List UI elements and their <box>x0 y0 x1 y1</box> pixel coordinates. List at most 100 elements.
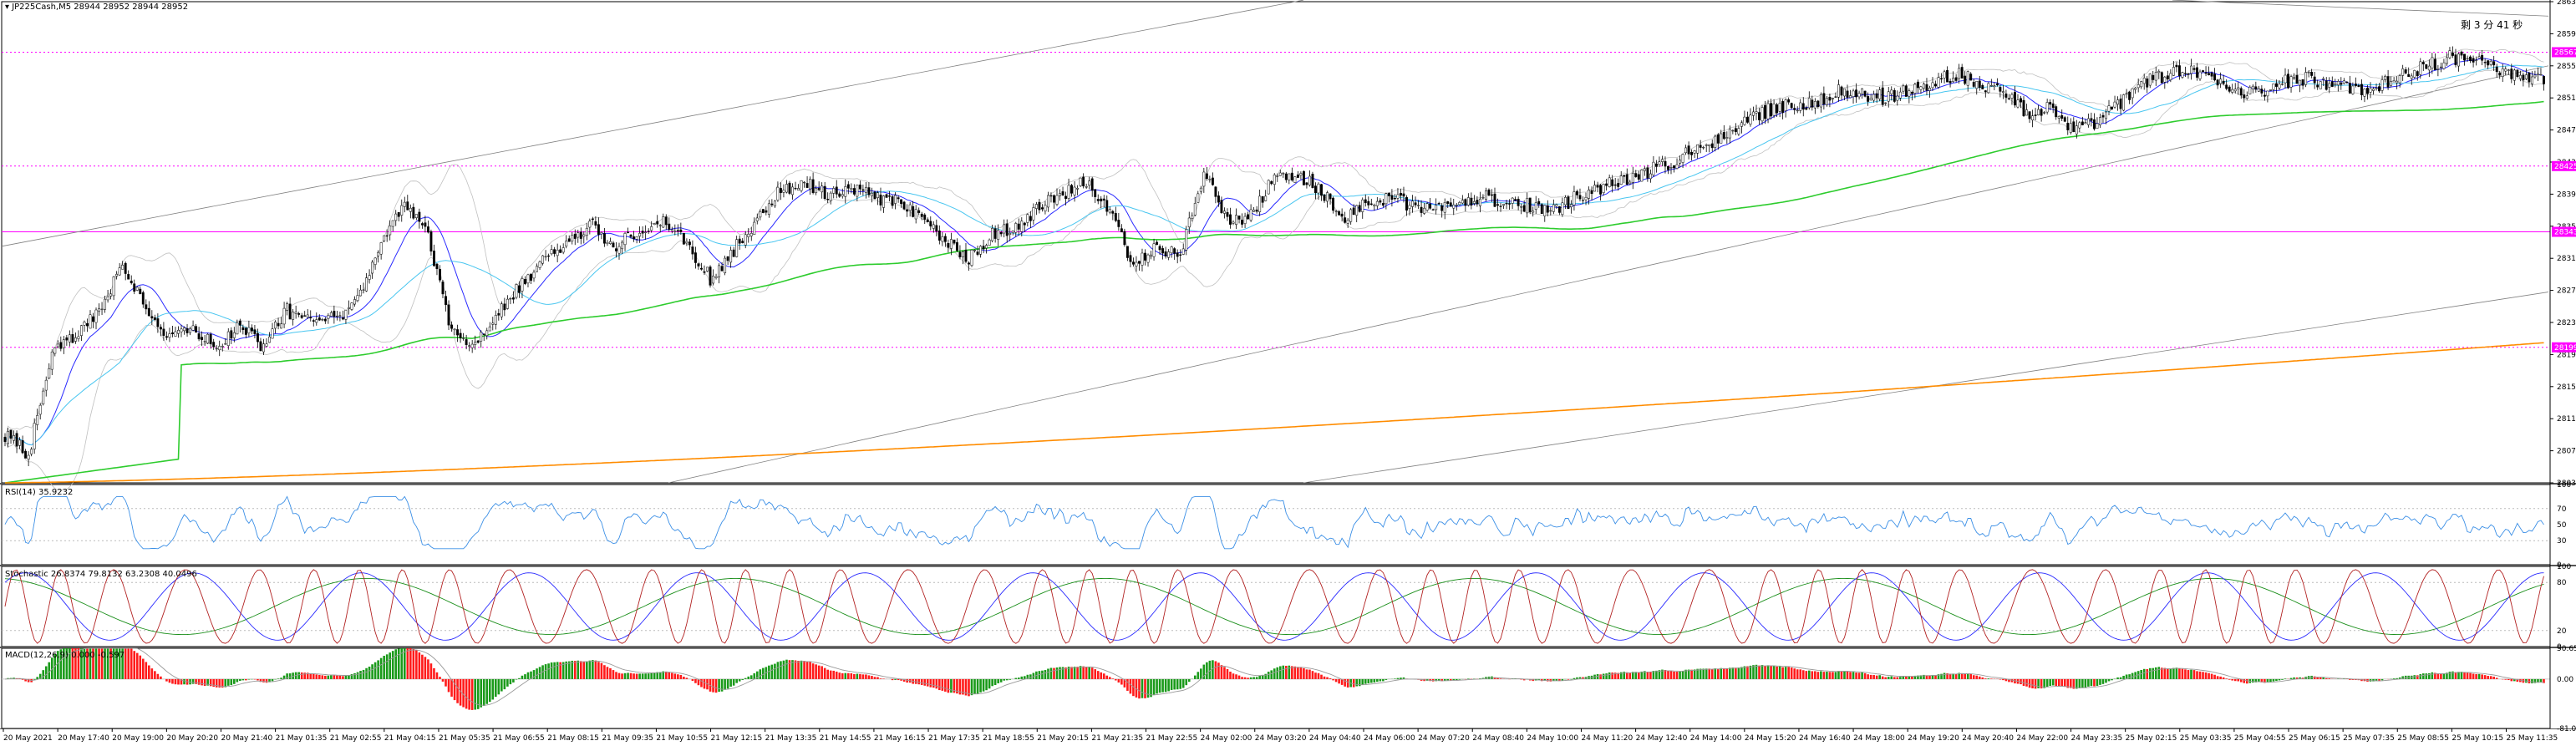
candle-body <box>2240 89 2242 95</box>
candle-body <box>2096 124 2098 129</box>
macd-bar <box>48 662 50 679</box>
macd-bar <box>1717 668 1720 678</box>
candle-body <box>762 210 764 213</box>
candle-body <box>1165 251 1166 256</box>
macd-bar <box>1056 667 1059 679</box>
candle-body <box>1173 249 1175 254</box>
macd-bar <box>1635 672 1638 679</box>
candle-body <box>4 437 6 442</box>
macd-bar <box>938 679 941 690</box>
macd-bar <box>830 671 832 679</box>
macd-bar <box>524 674 526 679</box>
candle-body <box>92 317 94 322</box>
macd-bar <box>1694 669 1696 678</box>
candle-body <box>2105 112 2106 119</box>
macd-bar <box>1044 670 1047 679</box>
macd-bar <box>148 666 150 679</box>
candle-body <box>1843 89 1845 96</box>
candle-body <box>2340 83 2342 84</box>
candle-body <box>1364 200 1366 203</box>
macd-bar <box>1229 672 1232 679</box>
macd-bar <box>1905 677 1908 679</box>
candle-body <box>1773 104 1775 115</box>
candle-body <box>815 188 816 192</box>
candle-body <box>789 183 790 193</box>
candle-body <box>718 266 719 277</box>
candle-body <box>210 334 211 343</box>
candle-body <box>2211 73 2213 76</box>
macd-bar <box>760 669 762 679</box>
candle-body <box>680 230 682 231</box>
candle-body <box>1794 109 1796 110</box>
macd-bar <box>1014 678 1017 679</box>
macd-bar <box>1370 679 1373 683</box>
candle-body <box>795 188 796 189</box>
candle-body <box>498 313 500 315</box>
macd-bar <box>1297 667 1299 679</box>
macd-bar <box>2231 679 2233 681</box>
candle-body <box>988 240 990 246</box>
macd-bar <box>2081 679 2084 688</box>
stochastic-title: Stochastic 26.8374 79.8132 63.2308 40.04… <box>5 570 197 579</box>
macd-bar <box>448 679 450 692</box>
candle-body <box>1388 193 1390 195</box>
candle-body <box>1450 203 1451 206</box>
candle-body <box>2543 76 2544 84</box>
candle-body <box>1984 91 1986 93</box>
macd-bar <box>1808 671 1811 679</box>
macd-bar <box>917 679 920 684</box>
candle-body <box>618 246 620 253</box>
candle-body <box>1750 115 1751 124</box>
candle-body <box>2390 82 2391 86</box>
candle-body <box>2440 67 2441 68</box>
candle-body <box>2422 62 2424 63</box>
macd-bar <box>1628 672 1631 679</box>
candle-body <box>1368 201 1369 205</box>
macd-bar <box>195 679 197 684</box>
candle-body <box>1120 229 1122 232</box>
macd-bar <box>1200 668 1202 679</box>
macd-bar <box>2193 670 2196 679</box>
macd-bar <box>495 679 497 697</box>
candle-body <box>180 329 182 332</box>
candle-body <box>404 202 405 206</box>
time-tick-label: 21 May 08:15 <box>547 734 599 743</box>
macd-bar <box>1690 670 1693 679</box>
candle-body <box>527 275 529 283</box>
candle-body <box>371 262 373 273</box>
macd-bar <box>1270 670 1273 679</box>
candle-body <box>760 211 761 217</box>
macd-bar <box>2120 677 2122 679</box>
candle-body <box>1103 199 1105 200</box>
macd-bar <box>2284 678 2287 679</box>
candle-body <box>1920 87 1922 90</box>
candle-body <box>1946 70 1948 82</box>
macd-bar <box>1761 665 1764 679</box>
candle-body <box>871 193 872 196</box>
candle-body <box>1597 185 1598 187</box>
pane-separator <box>0 565 2576 566</box>
candle-body <box>1252 210 1254 211</box>
candle-body <box>1500 206 1501 207</box>
macd-bar <box>368 667 371 679</box>
macd-bar <box>2184 669 2187 679</box>
candle-body <box>395 214 397 221</box>
candle-body <box>2017 100 2019 107</box>
candle-body <box>495 315 496 324</box>
candle-body <box>2223 81 2224 84</box>
macd-bar <box>2219 677 2222 679</box>
collapse-triangle-icon[interactable]: ▾ <box>5 3 12 12</box>
macd-bar <box>433 668 435 679</box>
macd-bar <box>1006 679 1009 680</box>
macd-bar <box>345 676 348 679</box>
candle-body <box>665 217 667 225</box>
candle-body <box>1696 145 1698 153</box>
macd-bar <box>309 673 312 679</box>
macd-bar <box>1241 677 1243 679</box>
candle-body <box>18 440 20 445</box>
candle-body <box>1212 178 1213 185</box>
macd-bar <box>468 679 470 710</box>
candle-body <box>1787 99 1789 102</box>
